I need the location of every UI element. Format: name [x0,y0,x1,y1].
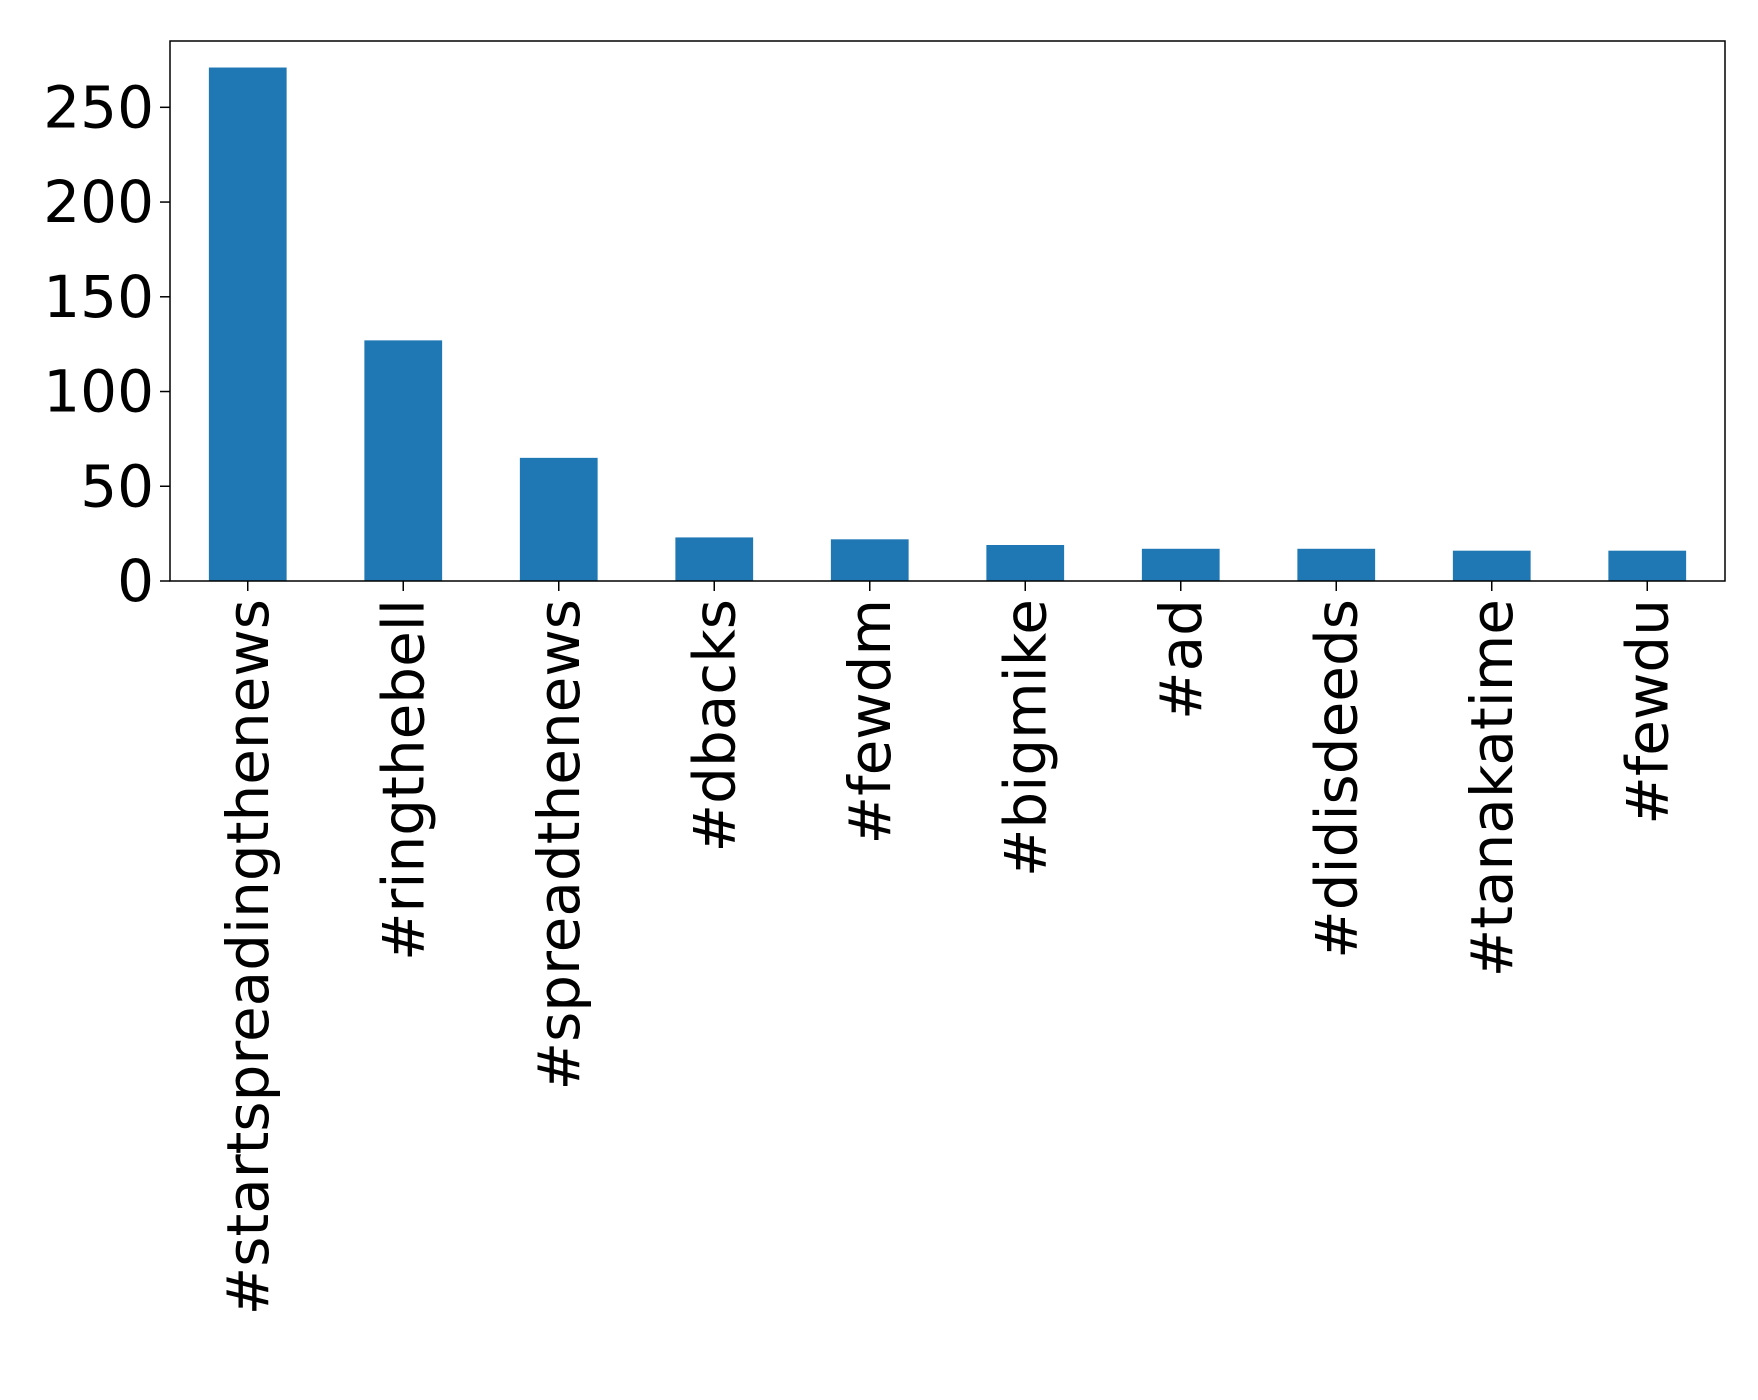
bar-8 [1297,548,1376,581]
bar-7 [1141,548,1220,581]
bar-2 [364,340,443,581]
bars-group [208,67,1687,582]
x-tick-label: #didisdeeds [1302,599,1370,959]
bar-1 [208,67,287,582]
x-tick-label: #bigmike [991,599,1059,877]
y-tick-label: 50 [80,452,154,520]
y-tick-label: 200 [43,168,154,236]
x-tick-label: #fewdm [836,599,904,844]
bar-10 [1608,550,1687,581]
bar-9 [1452,550,1531,581]
x-tick-label: #ringthebell [369,599,437,961]
x-tick-label: #spreadthenews [525,599,593,1091]
y-tick-label: 150 [43,263,154,331]
x-tick-label: #startspreadingthenews [214,599,282,1315]
bar-6 [986,545,1065,581]
y-tick-label: 100 [43,358,154,426]
x-tick-label: #dbacks [680,599,748,852]
bar-4 [675,537,754,581]
x-axis: #startspreadingthenews #ringthebell #sprea… [214,581,1681,1315]
y-tick-label: 250 [43,73,154,141]
y-tick-label: 0 [117,547,154,615]
plot-frame [169,40,1726,582]
x-tick-label: #ad [1147,599,1215,720]
x-tick-label: #tanakatime [1458,599,1526,977]
bar-3 [519,457,598,581]
y-axis: 0 50 100 150 200 250 [43,73,170,615]
x-tick-label: #fewdu [1613,599,1681,825]
bar-5 [830,539,909,581]
